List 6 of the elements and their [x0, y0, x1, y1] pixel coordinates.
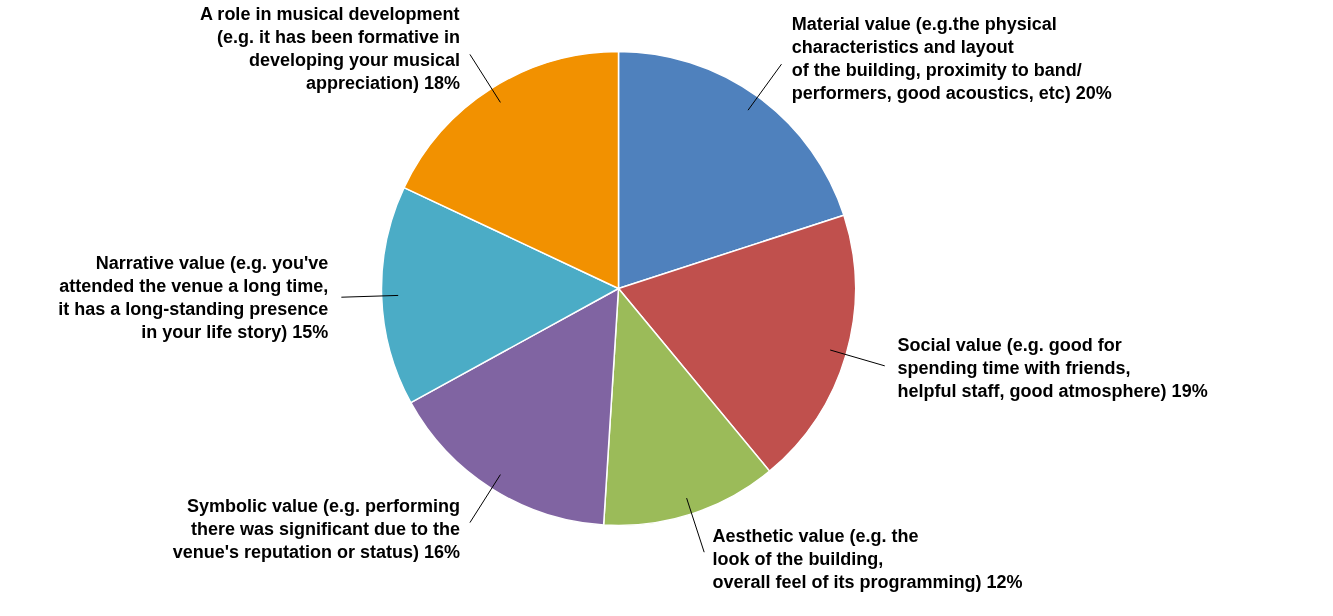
slice-label: Symbolic value (e.g. performing there was significant due to the venue's reputation or status) 16%	[172, 495, 461, 562]
slice-label: Narrative value (e.g. you've attended the venue a long time, it has a long-standing presence in your life story) 15%	[58, 252, 329, 342]
slice-label: Social value (e.g. good for spending time with friends, helpful staff, good atmosphere) 19%	[897, 334, 1208, 401]
slice-label: A role in musical development (e.g. it has been formative in developing your musical appreciation) 18%	[200, 3, 461, 93]
slice-label: Aesthetic value (e.g. the look of the building, overall feel of its programming) 12%	[712, 525, 1023, 592]
slice-label: Material value (e.g.the physical characteristics and layout of the building, proximity to band/ performers, good acoustics, etc) 20%	[791, 13, 1112, 103]
